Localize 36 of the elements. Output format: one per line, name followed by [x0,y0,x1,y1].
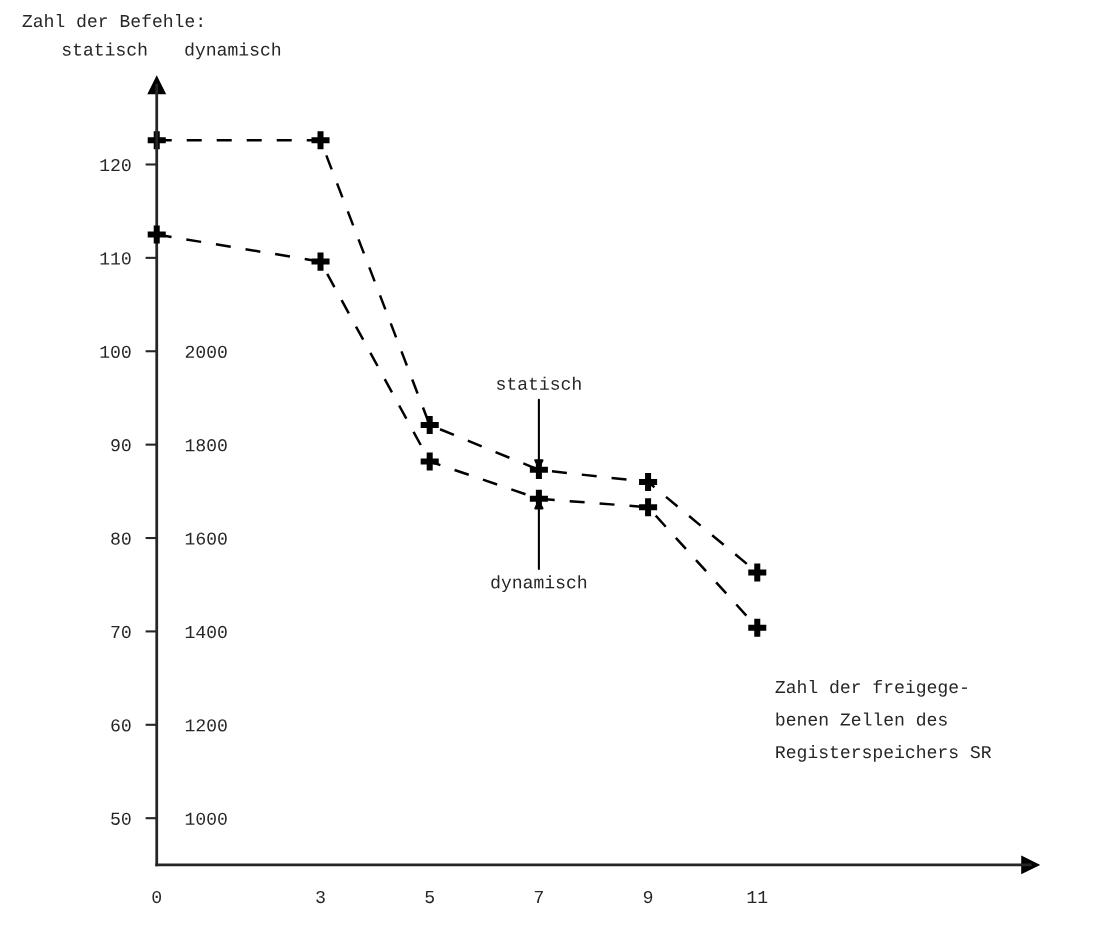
point [529,489,548,508]
y2-tick-label: 1200 [185,719,227,732]
x-tick-label: 11 [747,891,768,903]
y-tick-label: 50 [111,812,131,825]
y-tick-label: 120 [100,158,131,172]
x-axis-title: Zahl der freigege- benen Zellen des Registerspeichers SR [775,679,992,762]
y-tick-label: 90 [111,439,131,452]
y-tick-label: 110 [100,252,131,265]
y2-tick-label: 1400 [185,625,227,639]
x-tick-label: 7 [534,891,543,903]
point [311,131,330,150]
point [311,252,330,271]
point [420,416,439,435]
annotation: statisch [497,376,581,390]
point [748,563,767,582]
y-axis-title: statisch [62,42,147,56]
y2-tick-label: 1600 [185,532,227,545]
point [420,452,439,471]
x-tick-label: 9 [643,890,653,904]
annotation: dynamisch [491,575,587,593]
x-tick-label: 0 [152,890,162,904]
x-tick-label: 5 [425,891,434,904]
y2-tick-label: 2000 [185,345,227,358]
y-tick-label: 100 [100,345,131,358]
y2-axis-title: dynamisch [185,42,281,60]
point [147,225,166,244]
point [748,618,767,637]
y-tick-label: 70 [111,625,131,639]
point [639,472,658,492]
y-tick-label: 60 [111,719,131,732]
y-tick-label: 80 [111,532,131,545]
y2-tick-label: 1000 [185,812,227,825]
x-tick-label: 3 [316,890,325,904]
chart-title: Zahl der Befehle: [22,13,202,28]
y2-tick-label: 1800 [185,439,227,452]
point [639,498,658,517]
